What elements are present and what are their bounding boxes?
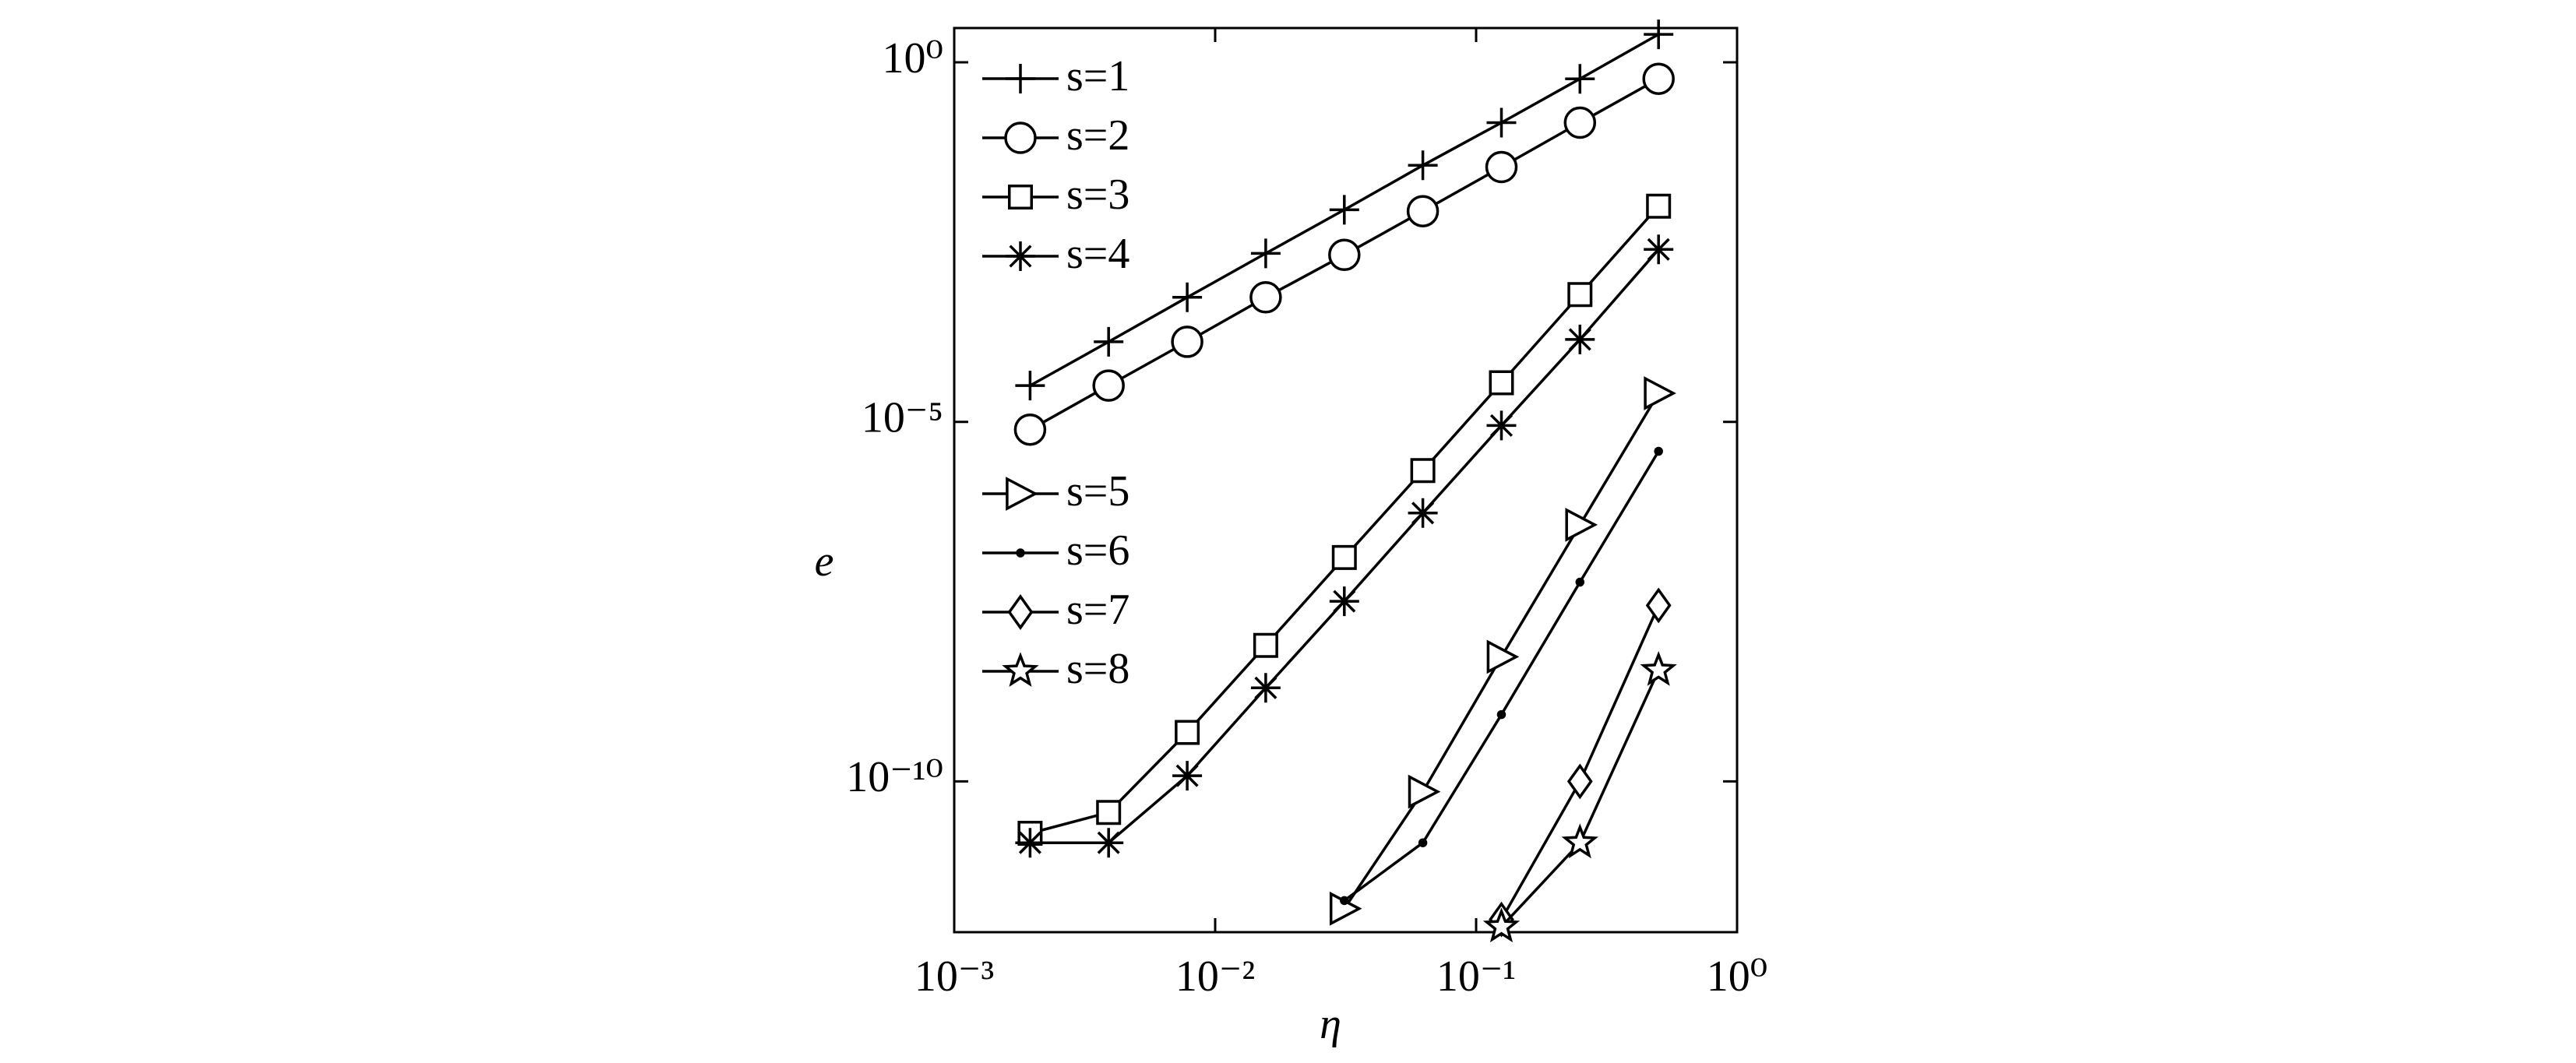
marker	[1642, 62, 1675, 95]
marker	[1565, 64, 1595, 94]
x-axis-label: η	[1320, 1000, 1341, 1048]
marker	[1172, 761, 1203, 791]
marker	[1565, 324, 1595, 354]
legend-marker	[1016, 548, 1025, 558]
legend-label: s=5	[1066, 467, 1129, 516]
legend-marker	[1006, 64, 1035, 93]
marker	[1485, 150, 1518, 184]
legend-label: s=7	[1066, 586, 1129, 634]
legend-marker	[1008, 185, 1033, 209]
marker	[1486, 639, 1520, 674]
legend-label: s=1	[1066, 52, 1129, 100]
marker	[1482, 907, 1521, 943]
legend-marker	[1002, 652, 1039, 688]
y-axis-label: e	[815, 537, 834, 586]
legend-label: s=4	[1066, 230, 1129, 278]
marker	[1644, 19, 1674, 50]
marker	[1645, 587, 1672, 624]
marker	[1563, 106, 1597, 139]
marker	[1489, 370, 1514, 396]
marker	[1575, 577, 1585, 587]
marker	[1644, 234, 1674, 265]
legend-label: s=3	[1066, 171, 1129, 219]
marker	[1253, 632, 1278, 658]
marker	[1410, 458, 1436, 484]
marker	[1171, 326, 1203, 358]
marker	[1644, 376, 1676, 410]
y-tick-label: 10⁻⁵	[862, 394, 943, 442]
legend-label: s=8	[1066, 645, 1129, 693]
marker	[1486, 410, 1517, 441]
y-tick-label: 10⁻¹⁰	[846, 753, 943, 801]
marker	[1640, 651, 1677, 686]
legend-label: s=2	[1066, 111, 1129, 160]
marker	[1646, 193, 1672, 219]
series-line	[1343, 450, 1660, 902]
marker	[1561, 823, 1598, 859]
marker	[1172, 282, 1203, 312]
series-line	[1499, 604, 1660, 920]
marker	[1486, 107, 1517, 138]
marker	[1418, 838, 1428, 847]
marker	[1015, 371, 1045, 401]
marker	[1329, 195, 1359, 225]
marker	[1496, 709, 1506, 720]
marker	[1328, 238, 1361, 271]
x-tick-label: 10⁻¹	[1436, 952, 1516, 1001]
marker	[1654, 446, 1663, 456]
marker	[1340, 896, 1349, 906]
marker	[1567, 282, 1593, 308]
marker	[1408, 498, 1438, 528]
legend-marker	[1006, 241, 1035, 271]
marker	[1331, 544, 1357, 570]
marker	[1015, 828, 1045, 858]
legend-marker	[1007, 594, 1034, 630]
plot-frame	[953, 26, 1739, 934]
marker	[1329, 586, 1359, 617]
marker	[1013, 414, 1047, 446]
series-line	[1029, 205, 1660, 835]
marker	[1250, 238, 1281, 269]
x-tick-label: 10⁰	[1707, 952, 1767, 1001]
marker	[1096, 800, 1122, 825]
x-tick-label: 10⁻²	[1175, 952, 1255, 1001]
marker	[1406, 195, 1440, 227]
marker	[1408, 774, 1441, 809]
marker	[1250, 673, 1281, 703]
marker	[1094, 326, 1124, 357]
marker	[1565, 508, 1598, 542]
marker	[1249, 281, 1282, 314]
legend-label: s=6	[1066, 526, 1129, 575]
marker	[1566, 763, 1593, 800]
legend-marker	[1004, 121, 1037, 154]
y-tick-label: 10⁰	[883, 34, 943, 83]
legend-marker	[1006, 477, 1038, 511]
marker	[1094, 828, 1124, 858]
marker	[1175, 720, 1200, 745]
marker	[1408, 150, 1438, 181]
x-tick-label: 10⁻³	[914, 952, 994, 1001]
marker	[1092, 369, 1125, 402]
